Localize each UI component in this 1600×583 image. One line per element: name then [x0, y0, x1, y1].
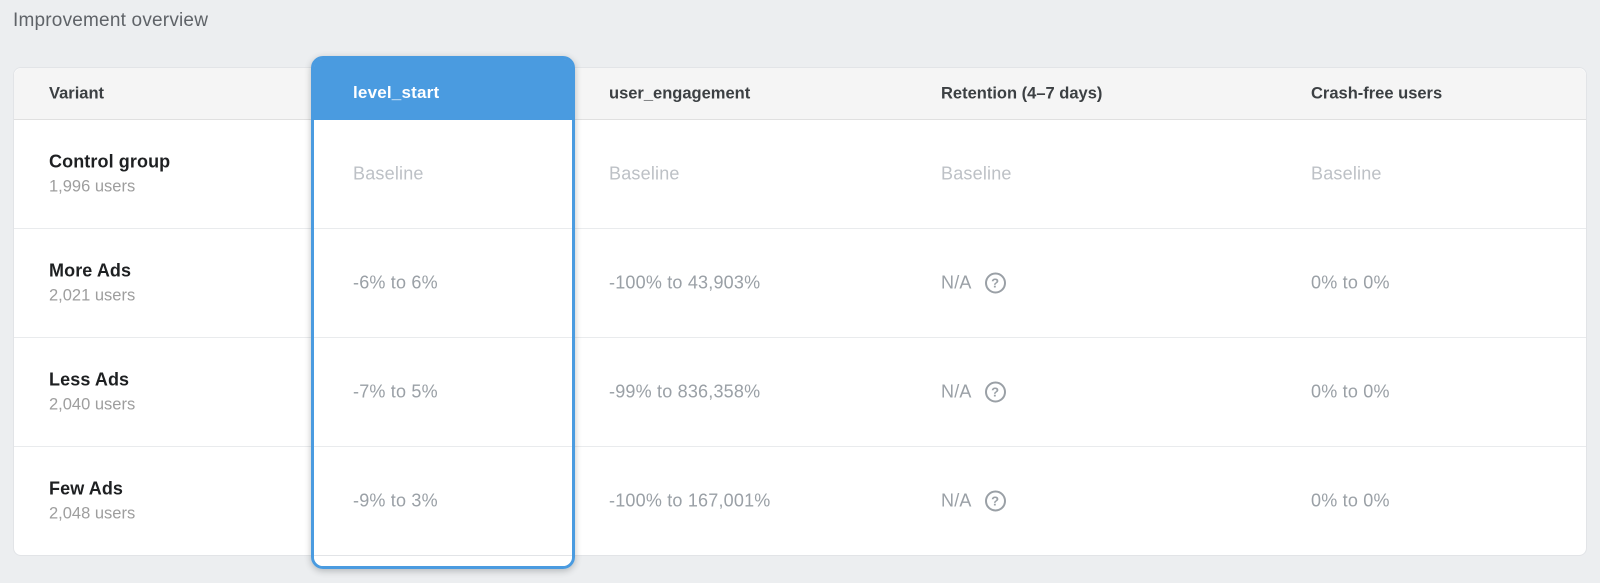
table-row-less-ads: Less Ads 2,040 users -7% to 5% -99% to 8…: [14, 337, 1586, 446]
table-row-few-ads: Few Ads 2,048 users -9% to 3% -100% to 1…: [14, 446, 1586, 555]
variant-cell: Control group 1,996 users: [49, 152, 170, 197]
column-header-retention[interactable]: Retention (4–7 days): [941, 84, 1103, 102]
crash-free-cell: 0% to 0%: [1311, 490, 1390, 511]
variant-cell: Few Ads 2,048 users: [49, 479, 135, 524]
table-row-control-group: Control group 1,996 users Baseline Basel…: [14, 120, 1586, 228]
variant-user-count: 2,040 users: [49, 395, 136, 414]
variant-name: Few Ads: [49, 478, 124, 499]
column-header-variant: Variant: [49, 84, 105, 102]
level-start-cell: -7% to 5%: [353, 381, 438, 402]
retention-value: N/A: [941, 490, 972, 511]
level-start-cell: -9% to 3%: [353, 490, 438, 511]
crash-free-cell: 0% to 0%: [1311, 272, 1390, 293]
crash-free-cell: 0% to 0%: [1311, 381, 1390, 402]
highlighted-column-footer: [314, 556, 572, 566]
page-title: Improvement overview: [13, 10, 209, 31]
table-header-row: Variant user_engagement Retention (4–7 d…: [14, 68, 1586, 120]
variant-cell: More Ads 2,021 users: [49, 261, 135, 306]
improvement-overview-table: Variant user_engagement Retention (4–7 d…: [13, 56, 1587, 569]
level-start-cell: -6% to 6%: [353, 272, 438, 293]
retention-cell: N/A ?: [941, 272, 1006, 294]
user-engagement-cell: -100% to 43,903%: [609, 272, 761, 293]
retention-value: N/A: [941, 381, 972, 402]
crash-free-cell: Baseline: [1311, 163, 1382, 184]
variant-user-count: 1,996 users: [49, 177, 136, 196]
highlighted-column-label: level_start: [353, 83, 440, 102]
help-icon[interactable]: ?: [984, 490, 1006, 512]
retention-cell: Baseline: [941, 163, 1012, 184]
variant-name: Less Ads: [49, 369, 130, 390]
variant-user-count: 2,048 users: [49, 504, 136, 523]
user-engagement-cell: Baseline: [609, 163, 680, 184]
retention-cell: N/A ?: [941, 490, 1006, 512]
help-icon[interactable]: ?: [984, 381, 1006, 403]
level-start-cell: Baseline: [353, 163, 424, 184]
variant-user-count: 2,021 users: [49, 286, 136, 305]
retention-value: N/A: [941, 272, 972, 293]
retention-cell: N/A ?: [941, 381, 1006, 403]
variant-name: More Ads: [49, 260, 132, 281]
user-engagement-cell: -99% to 836,358%: [609, 381, 761, 402]
variant-name: Control group: [49, 151, 171, 172]
table-row-more-ads: More Ads 2,021 users -6% to 6% -100% to …: [14, 228, 1586, 337]
help-icon[interactable]: ?: [984, 272, 1006, 294]
column-header-user-engagement[interactable]: user_engagement: [609, 84, 751, 102]
variant-cell: Less Ads 2,040 users: [49, 370, 135, 415]
user-engagement-cell: -100% to 167,001%: [609, 490, 771, 511]
column-header-crash-free-users[interactable]: Crash-free users: [1311, 84, 1443, 102]
highlighted-column-header-level-start[interactable]: level_start: [314, 59, 572, 120]
